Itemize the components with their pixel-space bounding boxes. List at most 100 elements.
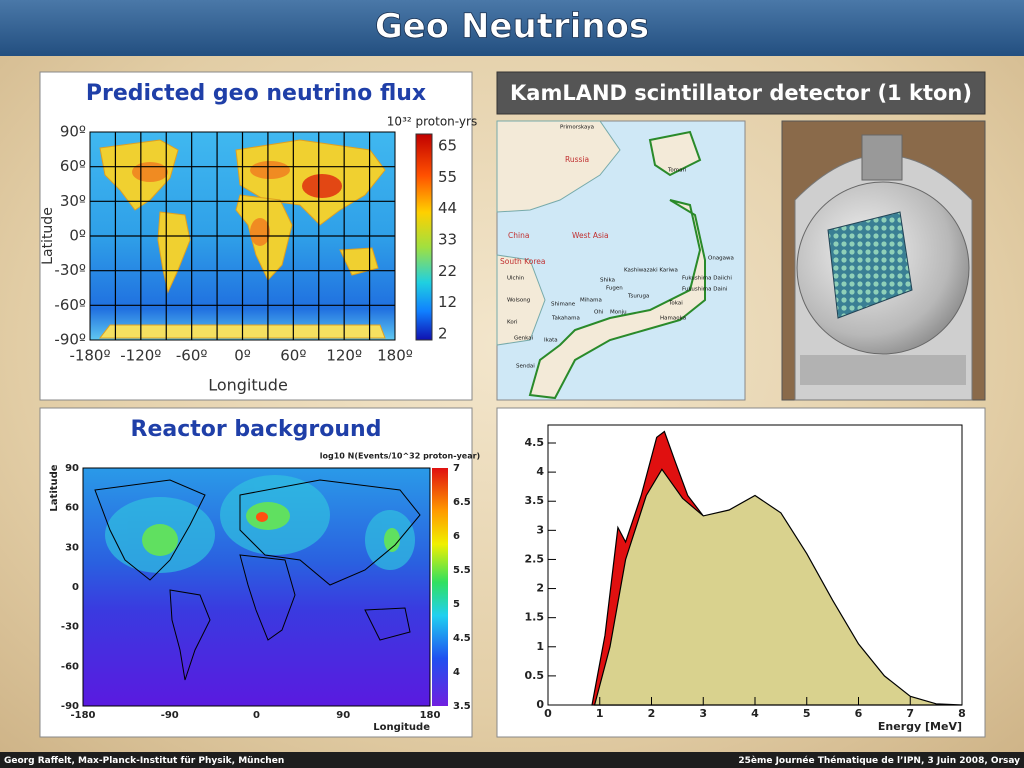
- footer-left: Georg Raffelt, Max-Planck-Institut für P…: [4, 756, 284, 766]
- x-tick-label: 5: [803, 707, 811, 720]
- x-axis-label: Energy [MeV]: [878, 720, 962, 733]
- y-tick-label: -60: [61, 661, 79, 672]
- kamland-panel: KamLAND scintillator detector (1 kton) P…: [496, 71, 986, 401]
- y-tick-label: 30: [65, 542, 79, 553]
- x-tick-label: 1: [596, 707, 604, 720]
- map-label: Ohi: [594, 310, 604, 316]
- korea-coast: [496, 254, 546, 346]
- x-tick-label: 60º: [280, 347, 306, 365]
- panel-title-box: [496, 71, 986, 115]
- x-tick-label: -120º: [120, 347, 161, 365]
- map-label: West Asia: [572, 231, 609, 240]
- panel-title: KamLAND scintillator detector (1 kton): [510, 81, 972, 105]
- y-tick-label: 0º: [69, 227, 86, 245]
- y-tick-label: 4: [536, 465, 544, 478]
- colorbar-label: 2: [438, 325, 448, 343]
- y-tick-label: 30º: [60, 192, 86, 210]
- y-tick-label: 90: [65, 463, 79, 474]
- map-label: Ulchin: [507, 276, 525, 282]
- footer-right: 25ème Journée Thématique de l’IPN, 3 Jui…: [738, 755, 1020, 766]
- y-tick-label: -30: [61, 622, 79, 633]
- map-frame: [82, 467, 431, 707]
- y-tick-label: 0.5: [525, 669, 545, 682]
- map-hotspots: [142, 502, 400, 556]
- map-label: Onagawa: [708, 256, 734, 262]
- colorbar: [432, 468, 448, 706]
- y-tick-label: 1.5: [525, 611, 545, 624]
- colorbar-label: 33: [438, 231, 457, 249]
- y-tick-label: 3: [536, 523, 544, 536]
- map-label: Russia: [565, 155, 589, 164]
- x-tick-label: 0: [253, 710, 260, 721]
- y-tick-label: 2: [536, 582, 544, 595]
- header-bar: [0, 0, 1024, 56]
- x-tick-label: 0º: [234, 347, 251, 365]
- x-tick-label: 180º: [377, 347, 413, 365]
- map-label: Wolsong: [507, 298, 530, 304]
- map-label: Sendai: [516, 364, 535, 370]
- map-label: Mihama: [580, 298, 602, 304]
- tick-group: 0 1 2 3 4 5 6 7 8 0 0.5 1 1.5 2 2.5 3 3.5 4 4.5: [525, 436, 966, 720]
- detector-pmts: [827, 211, 913, 319]
- colorbar-label: 4: [453, 667, 460, 678]
- x-tick-label: 90: [336, 710, 350, 721]
- x-axis-label: Longitude: [373, 722, 430, 733]
- y-tick-label: 1: [536, 640, 544, 653]
- colorbar-label: 65: [438, 137, 457, 155]
- x-tick-label: 2: [648, 707, 656, 720]
- map-label: Fugen: [606, 286, 623, 292]
- y-tick-label: 0: [536, 698, 544, 711]
- colorbar-label: 3.5: [453, 701, 471, 712]
- y-tick-label: 0: [72, 582, 79, 593]
- geo-spectrum-area: [593, 468, 963, 706]
- map-label: Shimane: [551, 302, 576, 308]
- map-label: Tomari: [667, 168, 687, 174]
- colorbar: [415, 133, 433, 341]
- x-tick-label: 180: [420, 710, 441, 721]
- y-tick-label: -30º: [54, 261, 86, 279]
- panel-title: Predicted geo neutrino flux: [86, 81, 426, 106]
- colorbar-label: 55: [438, 168, 457, 186]
- y-axis-label: Latitude: [49, 464, 60, 511]
- spectrum-panel: 0 1 2 3 4 5 6 7 8 0 0.5 1 1.5 2 2.5 3 3.5 4 4.5 Energy [Me…: [496, 407, 986, 738]
- slide-title: Geo Neutrinos: [375, 7, 649, 47]
- map-label: Kashiwazaki Kariwa: [624, 268, 678, 274]
- map-label: Kori: [507, 320, 518, 326]
- x-tick-label: -180: [70, 710, 95, 721]
- footer-bar: [0, 752, 1024, 768]
- map-label: Fukushima Daini: [682, 287, 728, 293]
- x-tick-label: -60º: [176, 347, 208, 365]
- map-label: Tsuruga: [627, 294, 649, 300]
- map-labels: Primorskaya Russia Tomari China West Asia Sou…: [500, 125, 734, 370]
- x-tick-label: 7: [906, 707, 914, 720]
- y-tick-label: -60º: [54, 296, 86, 314]
- map-label: Hamaoka: [660, 316, 686, 322]
- map-label: Monju: [610, 310, 627, 316]
- map-frame: [89, 131, 396, 341]
- x-tick-label: -90: [161, 710, 179, 721]
- map-label: Takahama: [551, 316, 580, 322]
- colorbar-unit: log10 N(Events/10^32 proton-year): [320, 452, 480, 461]
- map-label: Tokai: [668, 301, 683, 307]
- colorbar-label: 6: [453, 531, 460, 542]
- reactor-panel: Reactor background log10 N(Events/10^32 …: [39, 407, 480, 738]
- map-label: Shika: [600, 278, 615, 284]
- y-tick-label: -90: [61, 701, 79, 712]
- y-axis-label: Latitude: [40, 207, 56, 265]
- map-label: South Korea: [500, 257, 545, 266]
- y-tick-label: 4.5: [525, 436, 545, 449]
- map-label: Primorskaya: [560, 125, 594, 131]
- detector-chimney: [861, 134, 903, 181]
- x-tick-label: 0: [544, 707, 552, 720]
- y-tick-label: 2.5: [525, 552, 545, 565]
- x-tick-label: 8: [958, 707, 966, 720]
- x-axis-label: Longitude: [208, 376, 288, 395]
- colorbar-label: 12: [438, 293, 457, 311]
- x-tick-label: 6: [855, 707, 863, 720]
- y-tick-label: 60: [65, 503, 79, 514]
- panel-title: Reactor background: [131, 417, 382, 442]
- map-label: Fukushima Daiichi: [682, 276, 732, 282]
- x-tick-label: 120º: [326, 347, 362, 365]
- colorbar-label: 7: [453, 463, 460, 474]
